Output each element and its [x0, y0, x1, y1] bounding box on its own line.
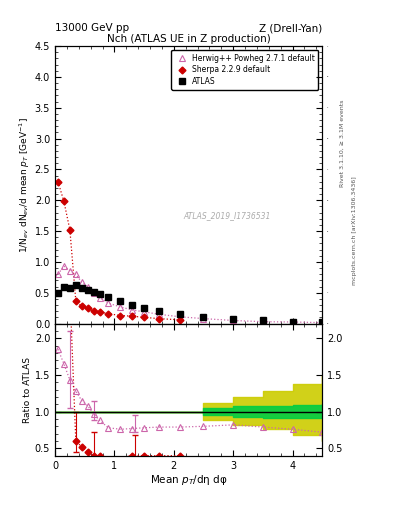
Herwig++ Powheg 2.7.1 default	[91, 290, 96, 296]
Line: Herwig++ Powheg 2.7.1 default: Herwig++ Powheg 2.7.1 default	[55, 263, 325, 326]
Text: 13000 GeV pp: 13000 GeV pp	[55, 23, 129, 33]
Herwig++ Powheg 2.7.1 default	[85, 284, 90, 290]
Herwig++ Powheg 2.7.1 default	[118, 304, 123, 310]
Text: Rivet 3.1.10, ≥ 3.1M events: Rivet 3.1.10, ≥ 3.1M events	[340, 100, 345, 187]
Line: Sherpa 2.2.9 default: Sherpa 2.2.9 default	[55, 179, 182, 322]
Herwig++ Powheg 2.7.1 default	[320, 319, 325, 326]
Sherpa 2.2.9 default	[142, 314, 147, 321]
Herwig++ Powheg 2.7.1 default	[130, 307, 134, 313]
Sherpa 2.2.9 default	[177, 317, 182, 323]
Text: Z (Drell-Yan): Z (Drell-Yan)	[259, 23, 322, 33]
Sherpa 2.2.9 default	[56, 179, 61, 185]
Sherpa 2.2.9 default	[91, 308, 96, 314]
X-axis label: Mean $p_{T}$/dη dφ: Mean $p_{T}$/dη dφ	[150, 473, 228, 487]
Sherpa 2.2.9 default	[118, 312, 123, 318]
Herwig++ Powheg 2.7.1 default	[290, 319, 295, 325]
Text: mcplots.cern.ch [arXiv:1306.3436]: mcplots.cern.ch [arXiv:1306.3436]	[352, 176, 357, 285]
Sherpa 2.2.9 default	[85, 305, 90, 311]
Herwig++ Powheg 2.7.1 default	[62, 263, 66, 269]
Herwig++ Powheg 2.7.1 default	[97, 294, 102, 301]
Y-axis label: Ratio to ATLAS: Ratio to ATLAS	[23, 357, 32, 422]
Sherpa 2.2.9 default	[130, 313, 134, 319]
Sherpa 2.2.9 default	[97, 309, 102, 315]
Herwig++ Powheg 2.7.1 default	[177, 314, 182, 320]
Y-axis label: 1/N$_{ev}$ dN$_{ev}$/d mean $p_{T}$ [GeV$^{-1}$]: 1/N$_{ev}$ dN$_{ev}$/d mean $p_{T}$ [GeV…	[17, 117, 32, 253]
Herwig++ Powheg 2.7.1 default	[73, 271, 78, 278]
Herwig++ Powheg 2.7.1 default	[261, 318, 265, 325]
Herwig++ Powheg 2.7.1 default	[156, 311, 161, 317]
Herwig++ Powheg 2.7.1 default	[56, 271, 61, 278]
Legend: Herwig++ Powheg 2.7.1 default, Sherpa 2.2.9 default, ATLAS: Herwig++ Powheg 2.7.1 default, Sherpa 2.…	[171, 50, 318, 90]
Herwig++ Powheg 2.7.1 default	[106, 300, 111, 306]
Herwig++ Powheg 2.7.1 default	[79, 279, 84, 285]
Herwig++ Powheg 2.7.1 default	[201, 315, 206, 322]
Herwig++ Powheg 2.7.1 default	[231, 317, 235, 324]
Sherpa 2.2.9 default	[73, 297, 78, 304]
Text: ATLAS_2019_I1736531: ATLAS_2019_I1736531	[183, 211, 271, 220]
Title: Nch (ATLAS UE in Z production): Nch (ATLAS UE in Z production)	[107, 34, 270, 44]
Sherpa 2.2.9 default	[79, 303, 84, 309]
Herwig++ Powheg 2.7.1 default	[68, 267, 72, 273]
Sherpa 2.2.9 default	[62, 198, 66, 204]
Sherpa 2.2.9 default	[106, 311, 111, 317]
Herwig++ Powheg 2.7.1 default	[142, 309, 147, 315]
Sherpa 2.2.9 default	[68, 227, 72, 233]
Sherpa 2.2.9 default	[156, 315, 161, 322]
